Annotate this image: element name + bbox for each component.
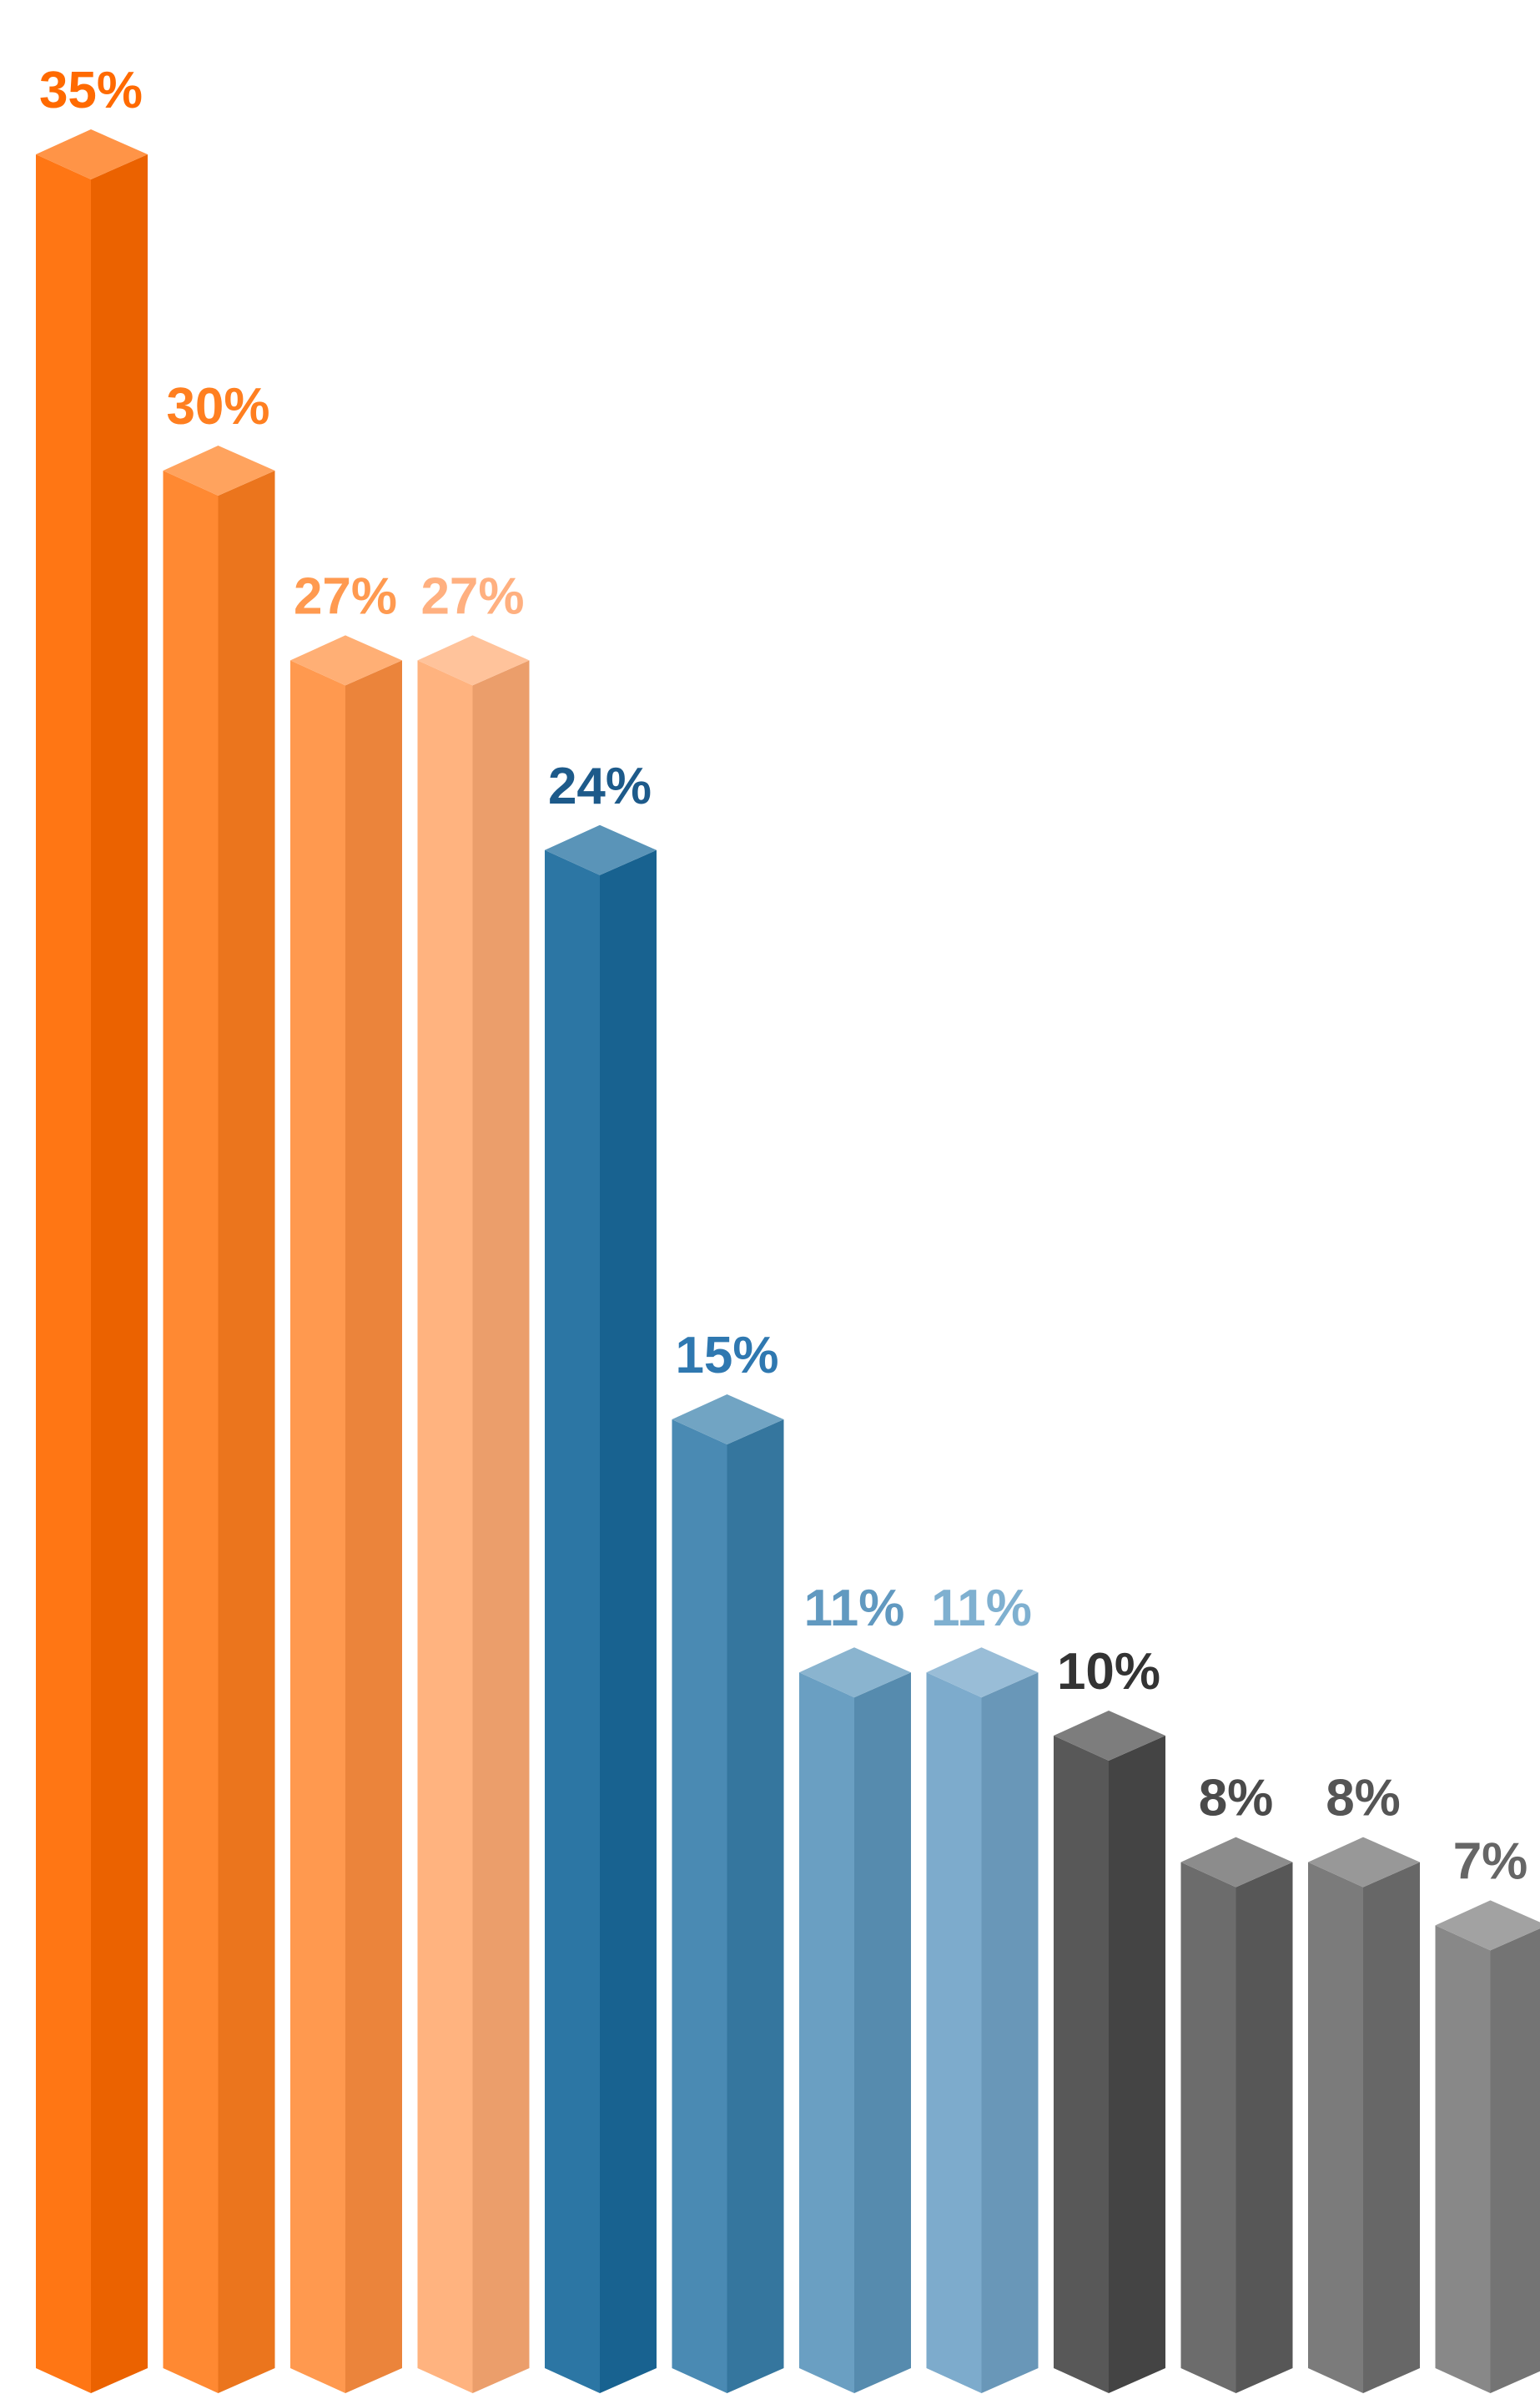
bar: [1180, 1837, 1293, 2393]
bar-front-face: [926, 1672, 982, 2393]
data-label: 11%: [804, 1580, 905, 1637]
bar-front-face: [1435, 1925, 1491, 2393]
bar-front-face: [163, 471, 219, 2393]
bar: [672, 1394, 784, 2393]
bar-top-face: [1054, 1711, 1165, 1761]
data-label: 30%: [166, 378, 269, 436]
bar-front-face: [36, 154, 91, 2393]
data-label: 24%: [548, 758, 652, 815]
data-label: 11%: [931, 1580, 1032, 1637]
bar-side-face: [345, 660, 402, 2394]
bar-top-face: [290, 635, 402, 686]
bar-top-face: [1180, 1837, 1293, 1887]
bar-side-face: [727, 1419, 784, 2393]
data-label: 15%: [675, 1327, 778, 1384]
bar-top-face: [799, 1647, 911, 1698]
data-labels-group: 35% 30% 27% 27% 24% 15% 11% 11% 10% 8% 8% 7%: [39, 62, 1527, 1890]
bar: [36, 129, 148, 2393]
bar: [417, 635, 530, 2394]
bar-front-face: [1180, 1862, 1236, 2393]
bars-group: [36, 129, 1540, 2394]
data-label: 10%: [1057, 1643, 1160, 1701]
bar-top-face: [926, 1647, 1039, 1698]
data-label: 27%: [294, 567, 397, 625]
bar-side-face: [1236, 1862, 1293, 2393]
data-label: 35%: [39, 62, 143, 119]
bar-top-face: [163, 446, 275, 496]
bar-side-face: [1490, 1928, 1540, 2393]
bar-front-face: [672, 1419, 727, 2393]
bar: [1435, 1900, 1540, 2393]
bar-side-face: [91, 154, 148, 2393]
bar-front-face: [1308, 1862, 1363, 2393]
bar: [163, 446, 275, 2393]
bar-side-face: [981, 1672, 1039, 2393]
bar-side-face: [472, 660, 530, 2394]
bar-top-face: [1308, 1837, 1420, 1887]
bar-front-face: [545, 849, 600, 2393]
data-label: 7%: [1453, 1832, 1528, 1890]
bar: [799, 1647, 911, 2393]
bar-front-face: [417, 660, 473, 2394]
bar: [926, 1647, 1039, 2393]
bar: [1054, 1711, 1165, 2393]
bar-side-face: [1109, 1736, 1165, 2393]
bar-front-face: [799, 1672, 854, 2393]
bar-side-face: [1363, 1862, 1420, 2393]
bar-top-face: [36, 129, 148, 179]
bar: [1308, 1837, 1420, 2393]
bar-front-face: [290, 660, 345, 2394]
bar: [290, 635, 402, 2394]
bar-top-face: [1435, 1900, 1540, 1951]
bar-side-face: [218, 471, 275, 2393]
bar-top-face: [417, 635, 530, 686]
data-label: 8%: [1199, 1770, 1274, 1827]
bar-front-face: [1054, 1736, 1109, 2393]
bar-side-face: [600, 849, 657, 2393]
bar-side-face: [854, 1672, 911, 2393]
data-label: 8%: [1326, 1770, 1401, 1827]
data-label: 27%: [420, 567, 524, 625]
bar: [545, 824, 657, 2393]
bar-top-face: [672, 1394, 784, 1444]
bar-top-face: [545, 824, 657, 875]
